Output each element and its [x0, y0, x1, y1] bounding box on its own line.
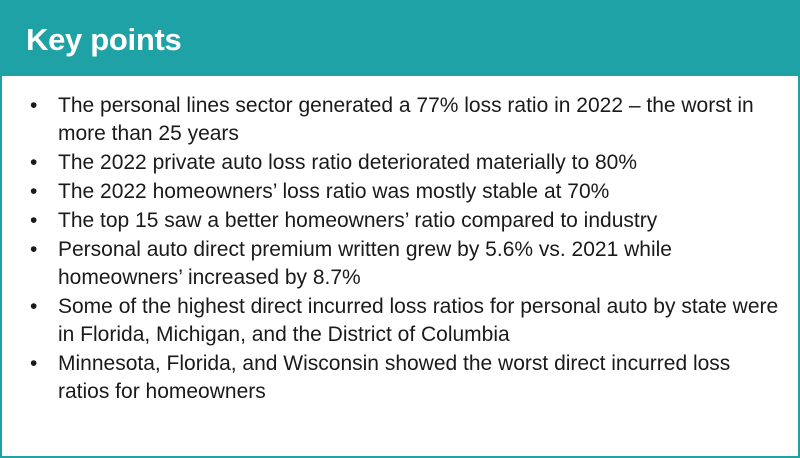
bullet-icon: • — [30, 295, 38, 318]
key-point-item: • The 2022 homeowners’ loss ratio was mo… — [2, 178, 798, 206]
key-point-item: • The 2022 private auto loss ratio deter… — [2, 149, 798, 177]
key-point-text: The 2022 private auto loss ratio deterio… — [58, 151, 637, 174]
bullet-icon: • — [30, 238, 38, 261]
key-points-list: • The personal lines sector generated a … — [2, 92, 798, 407]
key-point-item: • The personal lines sector generated a … — [2, 92, 798, 148]
bullet-icon: • — [30, 352, 38, 375]
key-points-title: Key points — [26, 22, 182, 57]
key-point-text: The personal lines sector generated a 77… — [58, 94, 754, 145]
key-points-header: Key points — [2, 2, 798, 76]
key-point-text: The top 15 saw a better homeowners’ rati… — [58, 209, 658, 232]
key-point-text: The 2022 homeowners’ loss ratio was most… — [58, 180, 610, 203]
bullet-icon: • — [30, 151, 38, 174]
key-point-item: • The top 15 saw a better homeowners’ ra… — [2, 207, 798, 235]
bullet-icon: • — [30, 209, 38, 232]
key-point-item: • Minnesota, Florida, and Wisconsin show… — [2, 350, 798, 406]
key-point-text: Personal auto direct premium written gre… — [58, 238, 672, 289]
key-point-text: Minnesota, Florida, and Wisconsin showed… — [58, 352, 731, 403]
key-point-text: Some of the highest direct incurred loss… — [58, 295, 779, 346]
bullet-icon: • — [30, 94, 38, 117]
bullet-icon: • — [30, 180, 38, 203]
key-point-item: • Some of the highest direct incurred lo… — [2, 293, 798, 349]
key-point-item: • Personal auto direct premium written g… — [2, 236, 798, 292]
